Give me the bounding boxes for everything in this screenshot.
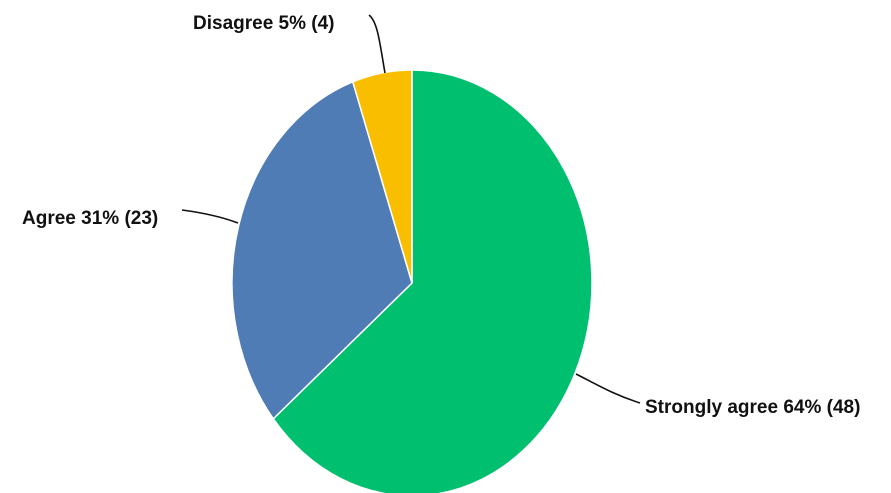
leader-line-disagree <box>368 14 386 74</box>
slice-label-strongly-agree: Strongly agree 64% (48) <box>645 397 860 418</box>
leader-line-agree <box>181 209 239 224</box>
slice-label-agree: Agree 31% (23) <box>22 208 158 229</box>
slices-layer <box>231 69 593 493</box>
slice-disagree <box>351 69 413 284</box>
slice-strongly-agree <box>272 69 593 493</box>
labels-layer: Strongly agree 64% (48) Agree 31% (23) D… <box>22 13 860 418</box>
leader-line-strongly-agree <box>575 373 641 404</box>
leaders-layer <box>181 14 641 404</box>
slice-label-disagree: Disagree 5% (4) <box>193 13 335 34</box>
slice-agree <box>231 80 413 420</box>
